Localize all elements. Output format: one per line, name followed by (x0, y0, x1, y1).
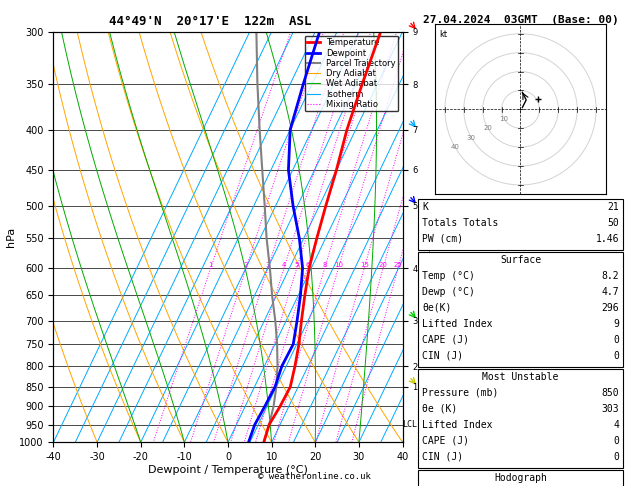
Text: 0: 0 (613, 452, 619, 462)
Text: LCL: LCL (403, 420, 418, 429)
Text: 20: 20 (483, 125, 493, 131)
Text: © weatheronline.co.uk: © weatheronline.co.uk (258, 472, 371, 481)
Legend: Temperature, Dewpoint, Parcel Trajectory, Dry Adiabat, Wet Adiabat, Isotherm, Mi: Temperature, Dewpoint, Parcel Trajectory… (304, 36, 398, 111)
Text: 1: 1 (208, 262, 213, 268)
Text: 0: 0 (613, 436, 619, 446)
Text: K: K (422, 202, 428, 212)
Text: 25: 25 (394, 262, 403, 268)
Text: 2: 2 (244, 262, 248, 268)
Text: θe (K): θe (K) (422, 404, 457, 414)
Text: 850: 850 (601, 388, 619, 398)
X-axis label: Dewpoint / Temperature (°C): Dewpoint / Temperature (°C) (148, 465, 308, 475)
Text: θe(K): θe(K) (422, 303, 452, 313)
Text: 4: 4 (613, 420, 619, 430)
Text: 30: 30 (467, 135, 476, 141)
Text: 1.46: 1.46 (596, 234, 619, 244)
Text: 40: 40 (450, 144, 459, 150)
Text: Dewp (°C): Dewp (°C) (422, 287, 475, 297)
Text: CAPE (J): CAPE (J) (422, 335, 469, 345)
Text: 20: 20 (379, 262, 387, 268)
Text: 0: 0 (613, 351, 619, 361)
Text: Temp (°C): Temp (°C) (422, 271, 475, 281)
Text: 50: 50 (607, 218, 619, 228)
Text: Most Unstable: Most Unstable (482, 372, 559, 382)
Text: Totals Totals: Totals Totals (422, 218, 498, 228)
Text: Lifted Index: Lifted Index (422, 319, 493, 329)
Text: 3: 3 (265, 262, 270, 268)
Text: PW (cm): PW (cm) (422, 234, 463, 244)
Y-axis label: km
ASL: km ASL (419, 229, 438, 245)
Text: 15: 15 (360, 262, 369, 268)
Text: 21: 21 (607, 202, 619, 212)
Text: Mixing Ratio (g/kg): Mixing Ratio (g/kg) (423, 210, 433, 305)
Y-axis label: hPa: hPa (6, 227, 16, 247)
Text: CAPE (J): CAPE (J) (422, 436, 469, 446)
Text: Surface: Surface (500, 255, 541, 265)
Text: 6: 6 (305, 262, 309, 268)
Text: 10: 10 (499, 116, 509, 122)
Text: 8: 8 (323, 262, 327, 268)
Text: Pressure (mb): Pressure (mb) (422, 388, 498, 398)
Text: 4: 4 (282, 262, 286, 268)
Text: 5: 5 (294, 262, 299, 268)
Text: 44°49'N  20°17'E  122m  ASL: 44°49'N 20°17'E 122m ASL (109, 15, 312, 28)
Text: CIN (J): CIN (J) (422, 351, 463, 361)
Text: Hodograph: Hodograph (494, 473, 547, 483)
Text: 10: 10 (334, 262, 343, 268)
Text: CIN (J): CIN (J) (422, 452, 463, 462)
Text: 9: 9 (613, 319, 619, 329)
Text: 303: 303 (601, 404, 619, 414)
Text: 0: 0 (613, 335, 619, 345)
Text: Lifted Index: Lifted Index (422, 420, 493, 430)
Text: kt: kt (439, 30, 447, 39)
Text: 4.7: 4.7 (601, 287, 619, 297)
Text: 296: 296 (601, 303, 619, 313)
Text: 27.04.2024  03GMT  (Base: 00): 27.04.2024 03GMT (Base: 00) (423, 15, 618, 25)
Text: 8.2: 8.2 (601, 271, 619, 281)
